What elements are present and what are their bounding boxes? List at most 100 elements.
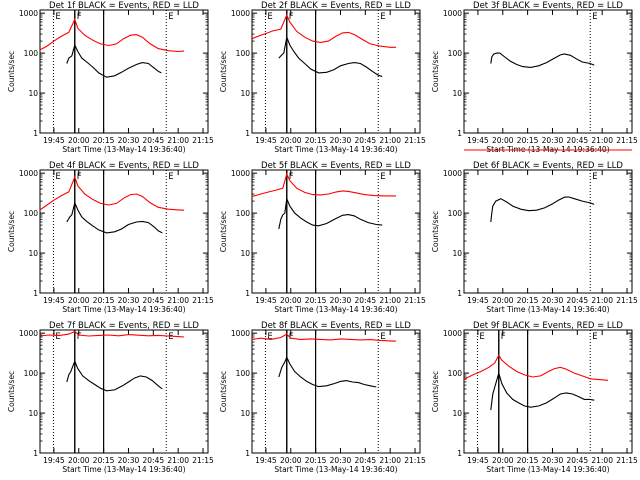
panel-9-title: Det 9f BLACK = Events, RED = LLD — [473, 321, 623, 331]
panel-3-title: Det 3f BLACK = Events, RED = LLD — [473, 1, 623, 11]
panel-5-ytick-label-0: 1 — [245, 289, 250, 298]
panel-6-events-line — [490, 196, 595, 223]
panel-5-title: Det 5f BLACK = Events, RED = LLD — [261, 161, 411, 171]
panel-2-xlabel: Start Time (13-May-14 19:36:40) — [274, 145, 397, 154]
panel-2-xtick-label-0: 19:45 — [255, 136, 277, 145]
panel-9-ylabel: Counts/sec — [431, 371, 440, 412]
panel-1-lld-line — [39, 17, 185, 53]
panel-2-ytick-label-0: 1 — [245, 129, 250, 138]
panel-1-title: Det 1f BLACK = Events, RED = LLD — [49, 1, 199, 11]
panel-7-plot-frame — [39, 329, 209, 454]
panel-3-xtick-label-3: 20:30 — [542, 136, 564, 145]
panel-1-events-line — [66, 43, 162, 78]
panel-8-events-line — [278, 355, 377, 388]
panel-5-xtick-label-6: 21:15 — [404, 296, 426, 305]
panel-2-ytick-label-3: 1000 — [231, 9, 250, 18]
panel-4-xtick-label-0: 19:45 — [43, 296, 65, 305]
panel-1-xtick-label-2: 20:15 — [93, 136, 115, 145]
panel-9-ytick-label-2: 100 — [448, 369, 463, 378]
panel-7-xtick-label-0: 19:45 — [43, 456, 65, 465]
panel-3-xtick-label-2: 20:15 — [517, 136, 539, 145]
panel-5-xtick-label-3: 20:30 — [330, 296, 352, 305]
panel-6-ytick-label-0: 1 — [457, 289, 462, 298]
panel-5-xtick-label-1: 20:00 — [280, 296, 302, 305]
panel-2-xtick-label-5: 21:00 — [379, 136, 401, 145]
panel-3-events-line — [490, 52, 595, 68]
panel-1-xtick-label-3: 20:30 — [118, 136, 140, 145]
panel-3-plot-frame — [463, 9, 633, 134]
panel-8-marker-label-0: E — [267, 332, 272, 342]
panel-9-xtick-label-2: 20:15 — [517, 456, 539, 465]
panel-5-xtick-label-0: 19:45 — [255, 296, 277, 305]
panel-4-marker-label-2: E — [168, 172, 173, 182]
panel-8-xtick-label-3: 20:30 — [330, 456, 352, 465]
panel-5-events-line — [278, 196, 383, 230]
panel-9-ytick-label-0: 1 — [457, 449, 462, 458]
panel-7-lld-line — [39, 330, 185, 338]
panel-8-xtick-label-2: 20:15 — [305, 456, 327, 465]
panel-3-xtick-label-0: 19:45 — [467, 136, 489, 145]
panel-4-ytick-label-1: 10 — [28, 249, 38, 258]
panel-5-ylabel: Counts/sec — [219, 211, 228, 252]
panel-4-xlabel: Start Time (13-May-14 19:36:40) — [62, 305, 185, 314]
panel-3-ytick-label-0: 1 — [457, 129, 462, 138]
panel-7-xlabel: Start Time (13-May-14 19:36:40) — [62, 465, 185, 474]
panel-2-marker-label-1: F — [289, 12, 294, 22]
panel-2: Det 2f BLACK = Events, RED = LLD 1 10 100 10… — [219, 1, 426, 154]
panel-2-xtick-label-3: 20:30 — [330, 136, 352, 145]
panel-7-xtick-label-2: 20:15 — [93, 456, 115, 465]
panel-2-xtick-label-2: 20:15 — [305, 136, 327, 145]
panel-3-ytick-label-1: 10 — [452, 89, 462, 98]
panel-6-marker-label-0: E — [592, 172, 597, 182]
panel-7-marker-label-2: E — [168, 332, 173, 342]
panel-4-marker-label-0: E — [55, 172, 60, 182]
panel-9-marker-label-0: E — [479, 332, 484, 342]
panel-3-xtick-label-6: 21:15 — [616, 136, 638, 145]
panel-6-xtick-label-0: 19:45 — [467, 296, 489, 305]
panel-8-xtick-label-5: 21:00 — [379, 456, 401, 465]
panel-6-xtick-label-1: 20:00 — [492, 296, 514, 305]
panel-2-xtick-label-1: 20:00 — [280, 136, 302, 145]
panel-8-lld-line — [251, 333, 397, 342]
panel-1-marker-label-1: F — [77, 12, 82, 22]
panel-3-marker-label-0: E — [592, 12, 597, 22]
panel-9-lld-line — [463, 354, 609, 381]
panel-9-xtick-label-3: 20:30 — [542, 456, 564, 465]
panel-5: Det 5f BLACK = Events, RED = LLD 1 10 100 10… — [219, 161, 426, 314]
panel-8-xtick-label-1: 20:00 — [280, 456, 302, 465]
panel-8-xtick-label-4: 20:45 — [355, 456, 377, 465]
panel-2-marker-label-0: E — [267, 12, 272, 22]
panel-1-marker-label-2: E — [168, 12, 173, 22]
panel-4-ylabel: Counts/sec — [7, 211, 16, 252]
panel-2-events-line — [278, 35, 383, 78]
panel-2-plot-frame — [251, 9, 421, 134]
panel-7-xtick-label-6: 21:15 — [192, 456, 214, 465]
panel-7-ytick-label-0: 1 — [33, 449, 38, 458]
panel-5-marker-label-1: E — [380, 172, 385, 182]
panel-1-plot-frame — [39, 9, 209, 134]
panel-6: Det 6f BLACK = Events, RED = LLD 1 10 100 10… — [431, 149, 638, 314]
panel-9-xtick-label-1: 20:00 — [492, 456, 514, 465]
panel-1-xtick-label-0: 19:45 — [43, 136, 65, 145]
panel-6-xtick-label-4: 20:45 — [567, 296, 589, 305]
panel-2-ylabel: Counts/sec — [219, 51, 228, 92]
panel-4-lld-line — [39, 175, 185, 211]
panel-4-xtick-label-4: 20:45 — [143, 296, 165, 305]
panel-1-ytick-label-2: 100 — [24, 49, 39, 58]
panel-5-lld-line — [251, 172, 397, 198]
panel-3-xtick-label-4: 20:45 — [567, 136, 589, 145]
panel-5-plot-frame — [251, 169, 421, 294]
panel-4-title: Det 4f BLACK = Events, RED = LLD — [49, 161, 199, 171]
panel-9-xtick-label-5: 21:00 — [591, 456, 613, 465]
panel-5-xlabel: Start Time (13-May-14 19:36:40) — [274, 305, 397, 314]
panel-7-title: Det 7f BLACK = Events, RED = LLD — [49, 321, 199, 331]
panel-1-xtick-label-6: 21:15 — [192, 136, 214, 145]
panel-6-title: Det 6f BLACK = Events, RED = LLD — [473, 161, 623, 171]
panel-3-xtick-label-1: 20:00 — [492, 136, 514, 145]
panel-4-ytick-label-0: 1 — [33, 289, 38, 298]
panel-4-plot-frame — [39, 169, 209, 294]
panel-8-marker-label-1: F — [289, 332, 294, 342]
panel-8-xtick-label-6: 21:15 — [404, 456, 426, 465]
panel-4-xtick-label-3: 20:30 — [118, 296, 140, 305]
